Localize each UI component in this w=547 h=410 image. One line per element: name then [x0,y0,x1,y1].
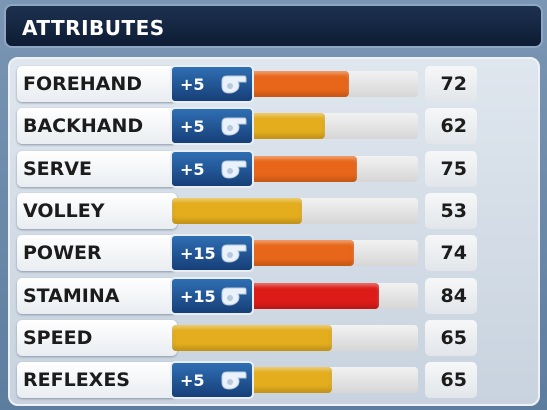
attribute-row: POWER +15 74 [17,234,477,273]
bar-fill [172,324,332,351]
attribute-value: 65 [440,326,467,349]
attribute-row: STAMINA +15 84 [17,276,477,315]
attribute-value: 74 [440,242,467,265]
attribute-row: REFLEXES +5 65 [17,361,477,400]
bonus-text: +15 [180,244,216,264]
bonus-badge: +5 [170,361,254,400]
attribute-value: 53 [440,199,467,222]
bonus-badge: +5 [170,65,254,103]
bar-track [172,197,418,224]
attribute-label: SPEED [23,326,93,349]
bonus-badge: +5 [170,107,254,146]
label-box: SERVE [17,150,177,187]
title: ATTRIBUTES [22,16,165,40]
bonus-text: +5 [180,371,205,391]
value-box: 75 [425,150,477,187]
value-box: 65 [425,319,477,356]
label-box: REFLEXES [17,362,177,399]
bonus-badge: +15 [170,234,254,273]
attribute-label: STAMINA [23,284,120,307]
attribute-row: BACKHAND +5 62 [17,107,477,146]
attribute-label: SERVE [23,157,92,180]
value-box: 72 [425,66,477,102]
value-box: 65 [425,362,477,399]
bonus-text: +5 [180,117,205,137]
bonus-badge: +15 [170,276,254,315]
bonus-text: +5 [180,159,205,179]
whistle-icon [218,285,248,311]
bar-track [172,324,418,351]
whistle-icon [218,242,248,268]
whistle-icon [218,115,248,141]
value-box: 84 [425,277,477,314]
label-box: STAMINA [17,277,177,314]
attribute-label: BACKHAND [23,115,144,138]
label-box: BACKHAND [17,108,177,145]
value-box: 74 [425,235,477,272]
value-box: 53 [425,192,477,229]
bonus-badge: +5 [170,149,254,188]
attribute-value: 65 [440,369,467,392]
whistle-icon [218,73,248,99]
attribute-label: POWER [23,242,102,265]
attribute-row: SPEED 65 [17,319,477,356]
attribute-row: VOLLEY 53 [17,192,477,229]
label-box: SPEED [17,319,177,356]
whistle-icon [218,158,248,184]
label-box: FOREHAND [17,66,177,102]
whistle-icon [218,369,248,395]
label-box: VOLLEY [17,192,177,229]
attribute-value: 62 [440,115,467,138]
attribute-label: VOLLEY [23,199,105,222]
bonus-text: +15 [180,286,216,306]
attribute-label: FOREHAND [23,73,143,95]
attribute-value: 72 [440,73,467,95]
attribute-row: SERVE +5 75 [17,149,477,188]
bar-fill [172,197,303,224]
attribute-value: 75 [440,157,467,180]
attribute-label: REFLEXES [23,369,130,392]
label-box: POWER [17,235,177,272]
attribute-value: 84 [440,284,467,307]
header: ATTRIBUTES [4,4,543,48]
value-box: 62 [425,108,477,145]
attribute-row: FOREHAND +5 72 [17,65,477,103]
bonus-text: +5 [180,75,205,94]
